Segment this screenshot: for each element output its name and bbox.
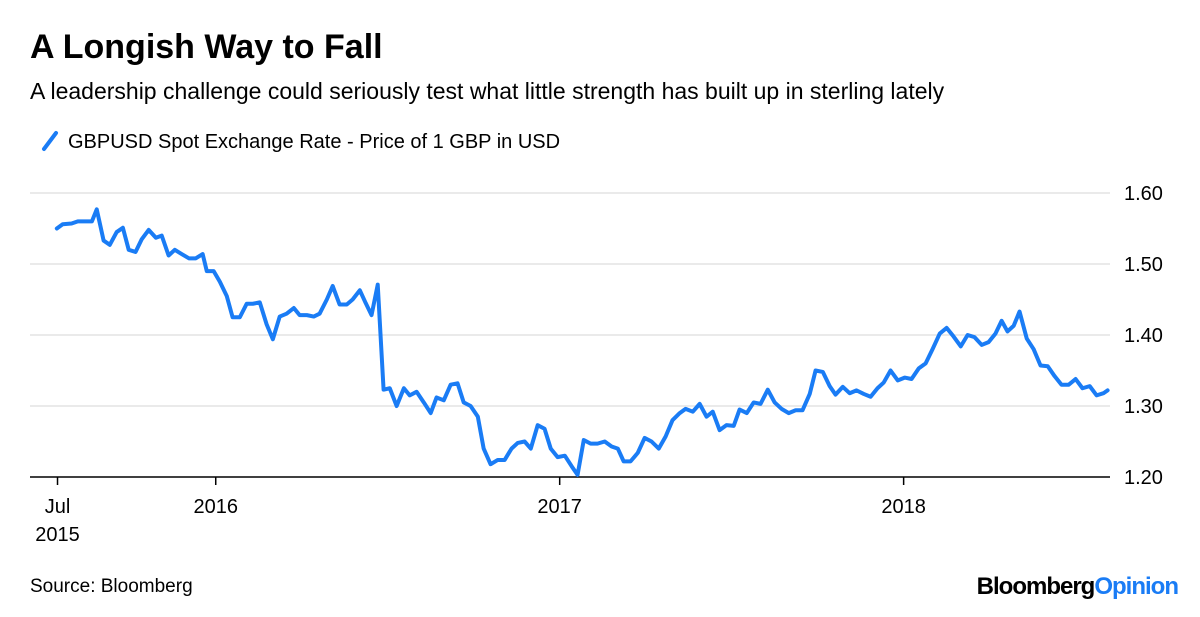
y-tick-label: 1.40 xyxy=(1124,325,1163,347)
x-tick-label: 2018 xyxy=(881,496,926,518)
legend-label: GBPUSD Spot Exchange Rate - Price of 1 G… xyxy=(68,131,560,153)
x-tick-label-line: 2015 xyxy=(35,524,80,546)
brand: BloombergOpinion xyxy=(977,573,1179,600)
chart-title: A Longish Way to Fall xyxy=(30,28,383,66)
x-tick-label: 2017 xyxy=(537,496,582,518)
source: Source: Bloomberg xyxy=(30,576,193,597)
x-tick-label-line: Jul xyxy=(45,496,71,518)
x-tick-label: 2016 xyxy=(193,496,238,518)
y-tick-label: 1.50 xyxy=(1124,254,1163,276)
y-tick-label: 1.20 xyxy=(1124,467,1163,489)
legend-swatch xyxy=(42,131,58,151)
x-tick-label: Jul 2015 xyxy=(35,496,80,546)
brand-opinion: Opinion xyxy=(1094,573,1178,600)
brand-bloomberg: Bloomberg xyxy=(977,573,1095,600)
chart-subtitle: A leadership challenge could seriously t… xyxy=(30,78,945,104)
y-tick-label: 1.30 xyxy=(1124,396,1163,418)
series-line xyxy=(54,207,1110,477)
y-tick-label: 1.60 xyxy=(1124,183,1163,205)
